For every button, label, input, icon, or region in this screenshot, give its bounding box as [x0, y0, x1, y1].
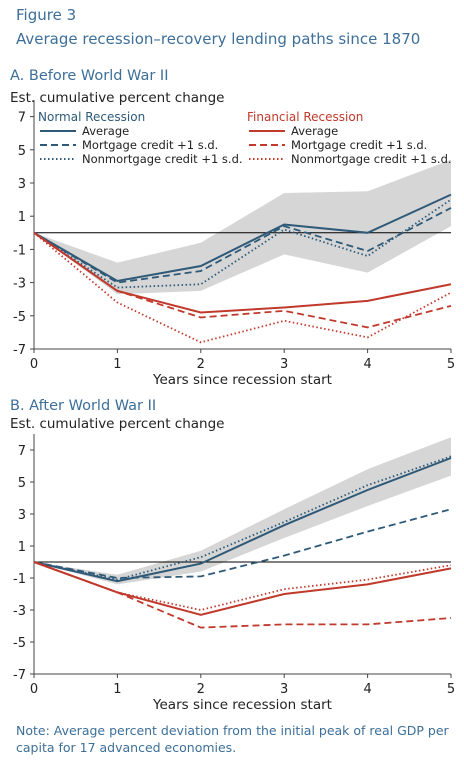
- series-line-financial-solid: [33, 231, 452, 314]
- x-tick-label: 5: [447, 357, 455, 372]
- x-tick-label: 0: [30, 357, 38, 372]
- x-tick-label: 3: [280, 682, 288, 697]
- y-tick-label: 3: [18, 508, 26, 523]
- x-tick-label: 1: [113, 682, 121, 697]
- confidence-band: [34, 437, 451, 585]
- x-tick-label: 4: [363, 682, 371, 697]
- panel-a-ylabel: Est. cumulative percent change: [10, 90, 225, 106]
- y-tick-label: 3: [18, 177, 26, 192]
- series-line-financial-solid: [33, 561, 452, 616]
- panel-b-ylabel: Est. cumulative percent change: [10, 416, 225, 432]
- series-line-normal-dashed: [33, 508, 452, 579]
- panel-a-title: A. Before World War II: [10, 68, 169, 84]
- confidence-band: [34, 159, 451, 295]
- figure-label: Figure 3: [16, 6, 77, 24]
- x-tick-label: 0: [30, 682, 38, 697]
- panel-a-chart: 7 5 3 1 -1 -3 -5 -7 0 1 2 3 4 5 Years since recession …: [13, 100, 455, 388]
- series-line-normal-solid: [33, 457, 452, 583]
- figure-title: Average recession–recovery lending paths…: [16, 30, 421, 48]
- legend-label-financial-dashed: Mortgage credit +1 s.d.: [291, 138, 427, 152]
- legend-label-financial-solid: Average: [291, 124, 338, 138]
- series-line-financial-dashed: [33, 232, 452, 329]
- x-tick-label: 4: [363, 357, 371, 372]
- y-tick-label: -5: [13, 636, 26, 651]
- legend-label-financial-dotted: Nonmortgage credit +1 s.d.: [291, 152, 452, 166]
- x-axis-label: Years since recession start: [152, 697, 332, 713]
- x-tick-label: 1: [113, 357, 121, 372]
- legend-label-normal-solid: Average: [82, 124, 129, 138]
- legend-heading-financial: Financial Recession: [247, 110, 363, 124]
- y-tick-label: 5: [18, 144, 26, 159]
- y-tick-label: 7: [18, 111, 26, 126]
- series-line-financial-dashed: [33, 561, 452, 629]
- y-tick-label: -3: [13, 604, 26, 619]
- x-tick-label: 5: [447, 682, 455, 697]
- figure-note: Note: Average percent deviation from the…: [16, 723, 449, 755]
- x-tick-label: 2: [197, 682, 205, 697]
- legend-label-normal-dotted: Nonmortgage credit +1 s.d.: [82, 152, 243, 166]
- y-tick-label: 1: [18, 540, 26, 555]
- x-tick-label: 2: [197, 357, 205, 372]
- y-tick-label: 7: [18, 444, 26, 459]
- series-line-financial-dotted: [33, 232, 452, 344]
- legend-heading-normal: Normal Recession: [38, 110, 145, 124]
- series-line-normal-dashed: [33, 207, 452, 284]
- y-tick-label: 5: [18, 476, 26, 491]
- y-tick-label: -1: [13, 243, 26, 258]
- y-tick-label: -1: [13, 572, 26, 587]
- legend-label-normal-dashed: Mortgage credit +1 s.d.: [82, 138, 218, 152]
- panel-b-title: B. After World War II: [10, 398, 157, 414]
- y-tick-label: -7: [13, 668, 26, 683]
- x-axis-label: Years since recession start: [152, 372, 332, 388]
- x-tick-label: 3: [280, 357, 288, 372]
- panel-b-chart: 7 5 3 1 -1 -3 -5 -7 0 1 2 3 4 5 Years since recession …: [13, 434, 455, 713]
- series-line-normal-solid: [33, 193, 452, 282]
- series-line-normal-dotted: [33, 455, 452, 581]
- y-tick-label: -5: [13, 310, 26, 325]
- series-line-normal-dotted: [33, 198, 452, 289]
- y-tick-label: -3: [13, 277, 26, 292]
- y-tick-label: 1: [18, 210, 26, 225]
- y-tick-label: -7: [13, 343, 26, 358]
- series-line-financial-dotted: [33, 561, 452, 611]
